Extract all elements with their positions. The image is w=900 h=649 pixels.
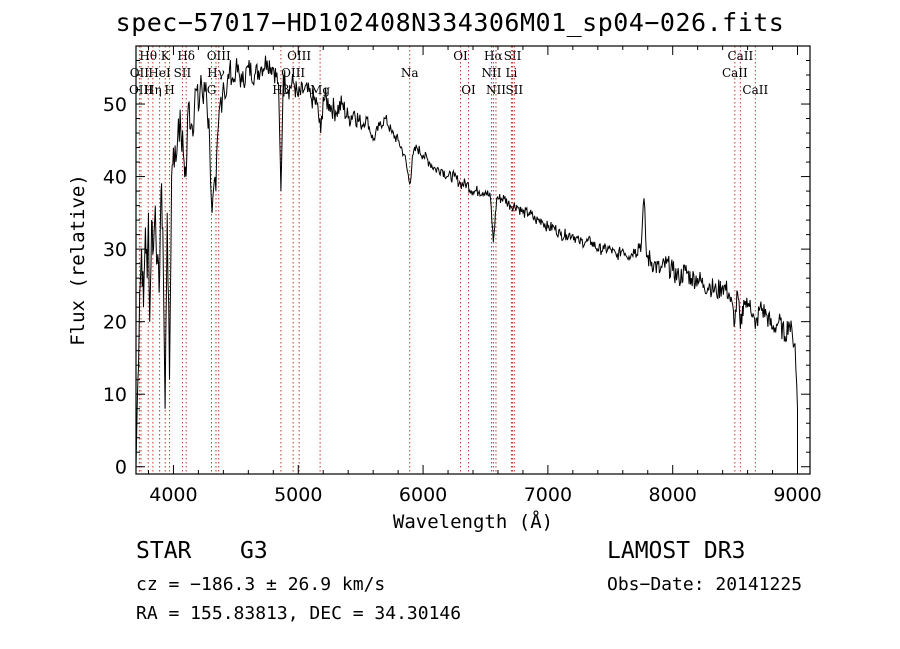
- x-tick-label: 7000: [524, 484, 572, 506]
- line-marker-label: SII: [505, 83, 523, 97]
- chart-title: spec−57017−HD102408N334306M01_sp04−026.f…: [115, 8, 785, 37]
- line-marker-label: H: [164, 83, 174, 97]
- line-marker-label: Hβ: [272, 83, 289, 97]
- y-tick-label: 0: [115, 457, 127, 479]
- line-marker-label: OIII: [287, 49, 311, 63]
- line-marker-label: K: [161, 49, 171, 63]
- line-marker-label: Hδ: [177, 49, 195, 63]
- line-marker-label: Hθ: [139, 49, 157, 63]
- axis-ticks: [136, 46, 810, 474]
- line-marker-label: SII: [174, 66, 192, 80]
- x-axis-label: Wavelength (Å): [393, 510, 553, 533]
- y-tick-label: 20: [103, 312, 127, 334]
- y-tick-label: 40: [103, 167, 127, 189]
- line-marker-label: Hγ: [207, 66, 225, 80]
- plot-frame: [135, 45, 811, 475]
- line-marker-label: Na: [401, 66, 419, 80]
- x-tick-label: 9000: [773, 484, 821, 506]
- line-marker-label: Hα: [484, 49, 503, 63]
- line-marker-label: OII: [130, 66, 150, 80]
- survey-name: LAMOST DR3: [607, 538, 746, 564]
- ra-dec: RA = 155.83813, DEC = 34.30146: [136, 603, 462, 624]
- flux-line: [135, 55, 798, 467]
- line-marker-label: HeI: [148, 66, 171, 80]
- line-marker-label: Li: [506, 66, 518, 80]
- x-tick-label: 4000: [149, 484, 197, 506]
- line-marker-label: OI: [453, 49, 468, 63]
- line-marker-label: NII: [486, 83, 506, 97]
- line-marker-label: CaII: [742, 83, 768, 97]
- line-marker-label: OIII: [207, 49, 231, 63]
- line-marker-label: Hη: [144, 83, 162, 97]
- y-tick-label: 30: [103, 239, 127, 261]
- flux-series: [135, 55, 798, 467]
- line-marker-label: CaII: [727, 49, 753, 63]
- x-tick-label: 5000: [274, 484, 322, 506]
- axis-tick-labels: 4000 5000 6000 7000 8000 9000 0 10 20 30 40 50: [103, 94, 822, 506]
- y-tick-label: 10: [103, 384, 127, 406]
- y-tick-label: 50: [103, 94, 127, 116]
- x-tick-label: 6000: [399, 484, 447, 506]
- object-class: STAR: [136, 538, 192, 564]
- line-marker-label: OIII: [281, 66, 305, 80]
- line-marker-label: CaII: [722, 66, 748, 80]
- y-axis-label: Flux (relative): [67, 174, 89, 346]
- line-marker-label: G: [207, 83, 217, 97]
- line-marker-label: OI: [461, 83, 476, 97]
- x-tick-label: 8000: [649, 484, 697, 506]
- line-marker-label: OIII: [129, 83, 153, 97]
- line-marker-label: NII: [481, 66, 501, 80]
- line-marker-label: SII: [504, 49, 522, 63]
- obs-date: Obs−Date: 20141225: [607, 574, 803, 595]
- object-subclass: G3: [240, 538, 268, 564]
- redshift-cz: cz = −186.3 ± 26.9 km/s: [136, 574, 386, 595]
